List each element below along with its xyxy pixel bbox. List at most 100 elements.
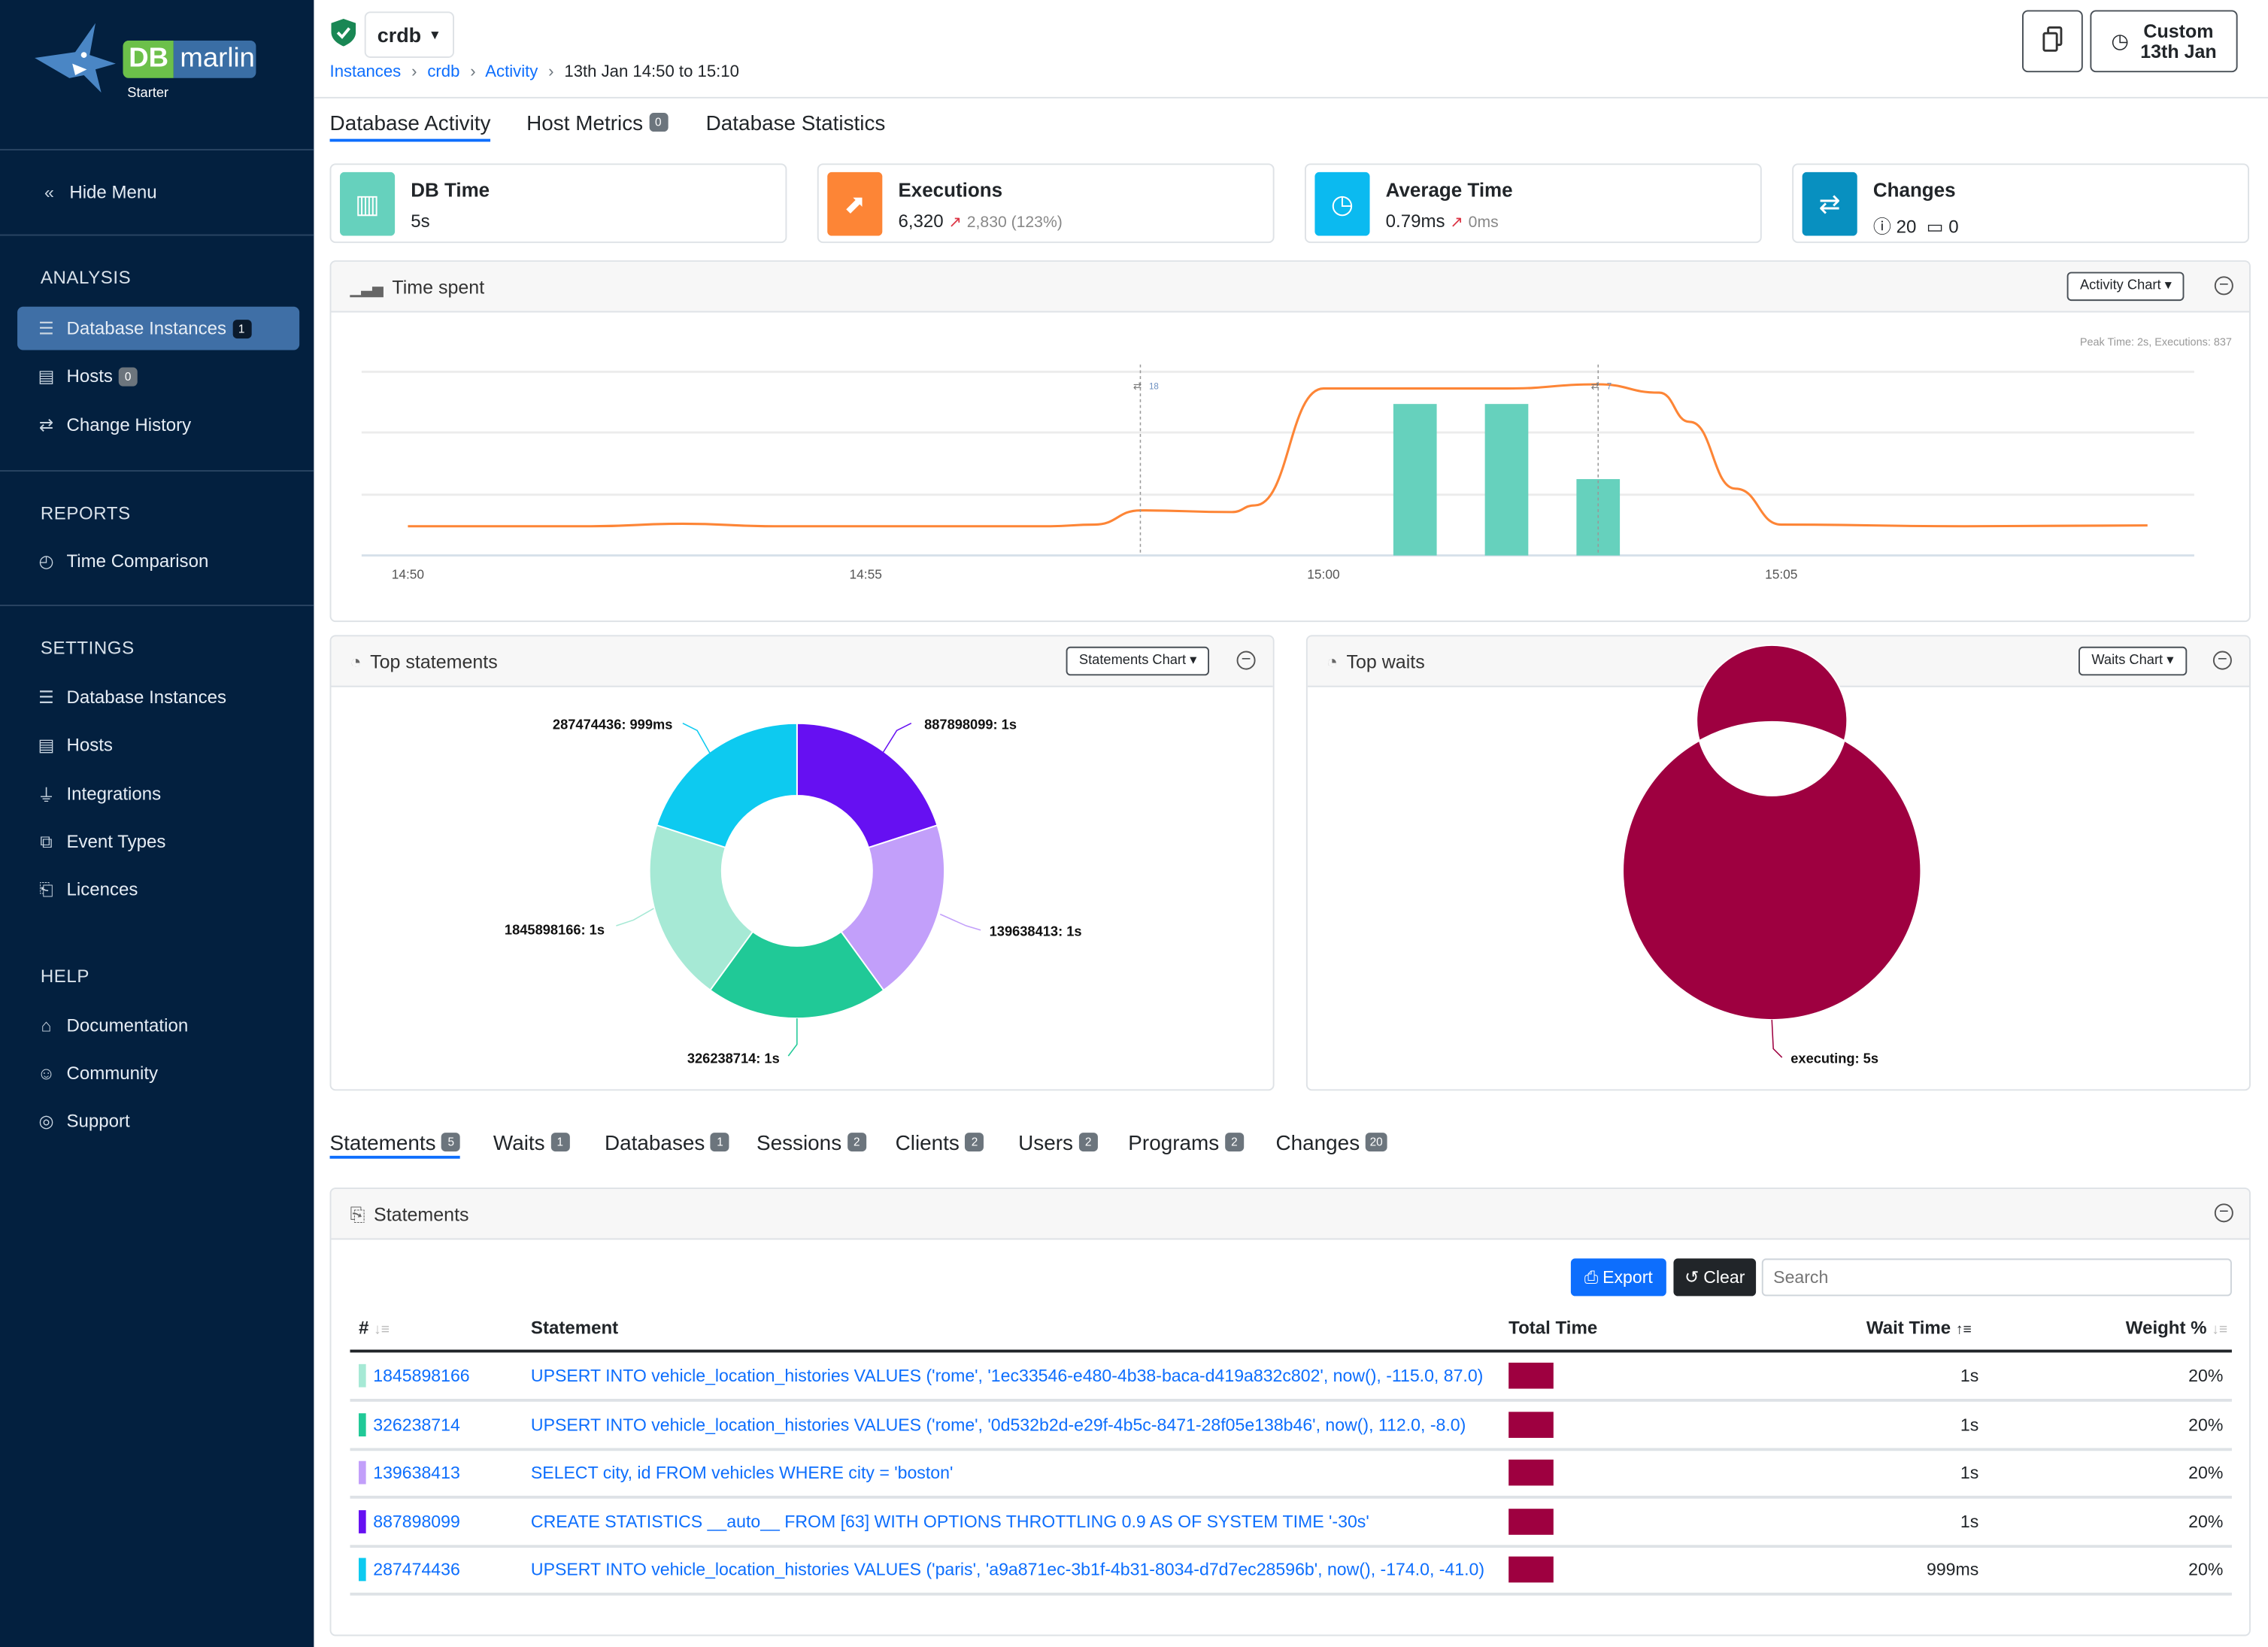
- card-title: Average Time: [1385, 179, 1513, 202]
- sidebar-item-time-comparison[interactable]: ◴ Time Comparison: [17, 539, 299, 583]
- sidebar-item-event-types[interactable]: ⧉ Event Types: [17, 820, 299, 864]
- sidebar: DB marlin Starter « Hide Menu ANALYSIS ☰ Da…: [0, 0, 314, 1647]
- col-header-id[interactable]: # ↓≡: [359, 1318, 390, 1338]
- label: Hosts: [66, 365, 113, 387]
- breadcrumb-activity[interactable]: Activity: [485, 63, 538, 81]
- count-badge: 0: [648, 113, 668, 132]
- sidebar-item-settings-database-instances[interactable]: ☰ Database Instances: [17, 675, 299, 719]
- hide-menu-button[interactable]: « Hide Menu: [20, 171, 302, 214]
- plug-icon: ⏚: [37, 784, 56, 805]
- col-header-total-time[interactable]: Total Time: [1508, 1318, 1598, 1339]
- label: Users: [1018, 1133, 1073, 1156]
- bar-chart-icon: ▥: [340, 171, 396, 236]
- breadcrumb: Instances › crdb › Activity › 13th Jan 1…: [329, 63, 739, 81]
- label: Waits Chart: [2091, 652, 2163, 669]
- copy-button[interactable]: [2022, 10, 2083, 73]
- table-row: 139638413 SELECT city, id FROM vehicles …: [350, 1449, 2232, 1499]
- label-leader-line: [1771, 1020, 1783, 1058]
- collapse-button[interactable]: –: [2214, 276, 2233, 296]
- tab-host-metrics[interactable]: Host Metrics 0: [526, 113, 668, 136]
- sidebar-item-community[interactable]: ☺ Community: [17, 1051, 299, 1095]
- statements-chart-dropdown[interactable]: Statements Chart ▾: [1066, 646, 1210, 676]
- tab-database-activity[interactable]: Database Activity: [329, 113, 491, 142]
- statement-id-link[interactable]: 326238714: [373, 1414, 460, 1435]
- search-input[interactable]: [1761, 1258, 2232, 1297]
- panel-title: Statements: [374, 1203, 469, 1226]
- chevron-down-icon: ▼: [428, 27, 441, 42]
- sidebar-item-settings-hosts[interactable]: ▤ Hosts: [17, 723, 299, 767]
- statement-id-link[interactable]: 1845898166: [373, 1365, 470, 1386]
- pie-chart-icon: ◔: [1326, 651, 1338, 673]
- sidebar-item-database-instances[interactable]: ☰ Database Instances 1: [17, 306, 300, 350]
- statement-link[interactable]: UPSERT INTO vehicle_location_histories V…: [530, 1414, 1466, 1435]
- label: Database Instances: [66, 687, 227, 708]
- total-time-bar: [1508, 1411, 1554, 1437]
- marlin-logo-icon: [32, 20, 121, 96]
- tab-users[interactable]: Users 2: [1018, 1133, 1098, 1156]
- statement-id-link[interactable]: 287474436: [373, 1559, 460, 1580]
- breadcrumb-crdb[interactable]: crdb: [427, 63, 460, 81]
- time-spent-line: [408, 383, 2148, 528]
- card-title: DB Time: [411, 179, 490, 202]
- col-header-statement[interactable]: Statement: [530, 1318, 619, 1339]
- activity-chart-dropdown[interactable]: Activity Chart ▾: [2066, 271, 2185, 302]
- server-icon: ▤: [38, 365, 55, 387]
- card-changes: ⇄ Changes ⓘ 20 ▭ 0: [1792, 163, 2249, 244]
- sidebar-item-licences[interactable]: ⎗ Licences: [17, 868, 299, 911]
- value: 6,320: [898, 211, 944, 232]
- arrow-up-right-icon: ↗: [1450, 214, 1463, 232]
- breadcrumb-instances[interactable]: Instances: [329, 63, 402, 81]
- instance-name: crdb: [377, 23, 422, 47]
- label: Community: [66, 1063, 159, 1084]
- tab-databases[interactable]: Databases 1: [605, 1133, 730, 1156]
- tab-changes[interactable]: Changes 20: [1276, 1133, 1387, 1156]
- donut-charts: 887898099: 1s 139638413: 1s 326238714: 1s 1…: [505, 644, 1922, 1066]
- delta: 2,830 (123%): [966, 214, 1063, 232]
- label-leader-line: [939, 913, 981, 931]
- count-badge: 0: [118, 366, 138, 386]
- weight-percent: 20%: [2188, 1462, 2224, 1483]
- tab-database-statistics[interactable]: Database Statistics: [706, 113, 886, 136]
- statement-link[interactable]: UPSERT INTO vehicle_location_histories V…: [530, 1365, 1484, 1386]
- col-header-weight[interactable]: Weight % ↓≡: [2126, 1318, 2227, 1338]
- label-leader-line: [881, 723, 912, 754]
- tab-sessions[interactable]: Sessions 2: [757, 1133, 866, 1156]
- sidebar-item-support[interactable]: ◎ Support: [17, 1100, 299, 1143]
- statement-id-link[interactable]: 887898099: [373, 1511, 460, 1531]
- donut-slice: [656, 722, 798, 849]
- statement-id-link[interactable]: 139638413: [373, 1462, 460, 1483]
- sidebar-item-integrations[interactable]: ⏚ Integrations: [17, 772, 299, 816]
- tab-programs[interactable]: Programs 2: [1128, 1133, 1244, 1156]
- x-tick-label: 14:50: [392, 566, 424, 581]
- collapse-button[interactable]: –: [1236, 651, 1256, 670]
- statement-link[interactable]: SELECT city, id FROM vehicles WHERE city…: [530, 1462, 954, 1483]
- collapse-button[interactable]: –: [2212, 651, 2232, 670]
- col-header-wait-time[interactable]: Wait Time ↑≡: [1866, 1318, 1972, 1338]
- label: Statements: [329, 1133, 436, 1156]
- tab-waits[interactable]: Waits 1: [493, 1133, 570, 1156]
- statement-link[interactable]: CREATE STATISTICS __auto__ FROM [63] WIT…: [530, 1511, 1369, 1531]
- label: Event Types: [66, 831, 166, 852]
- sidebar-item-hosts[interactable]: ▤ Hosts 0: [17, 354, 299, 398]
- label: Licences: [66, 879, 138, 900]
- x-tick-label: 14:55: [850, 566, 882, 581]
- tab-statements[interactable]: Statements 5: [329, 1133, 461, 1159]
- clear-button[interactable]: ↺ Clear: [1673, 1258, 1757, 1297]
- tab-clients[interactable]: Clients 2: [896, 1133, 984, 1156]
- statement-link[interactable]: UPSERT INTO vehicle_location_histories V…: [530, 1559, 1485, 1580]
- card-average-time: ◷ Average Time 0.79ms ↗ 0ms: [1304, 163, 1762, 244]
- export-button[interactable]: ⎙ Export: [1570, 1258, 1666, 1297]
- calendar-icon: ▭: [1926, 217, 1944, 238]
- time-range-button[interactable]: ◷ Custom 13th Jan: [2090, 10, 2238, 73]
- waits-chart-dropdown[interactable]: Waits Chart ▾: [2078, 646, 2187, 676]
- database-icon: ☰: [38, 318, 54, 339]
- instance-dropdown[interactable]: crdb ▼: [364, 11, 454, 58]
- sidebar-item-documentation[interactable]: ⌂ Documentation: [17, 1004, 299, 1048]
- section-settings: SETTINGS: [40, 638, 135, 659]
- label: Change History: [66, 415, 192, 435]
- sidebar-item-change-history[interactable]: ⇄ Change History: [17, 404, 299, 447]
- x-tick-label: 15:05: [1765, 566, 1797, 581]
- collapse-button[interactable]: –: [2214, 1203, 2233, 1223]
- count-badge: 2: [1224, 1133, 1244, 1152]
- card-value: 5s: [411, 211, 429, 232]
